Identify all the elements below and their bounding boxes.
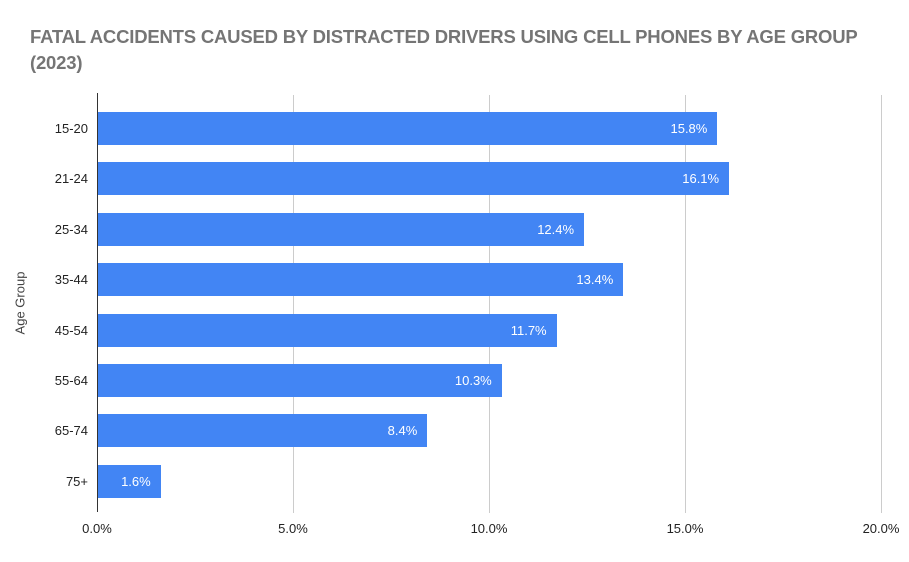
gridline xyxy=(489,95,490,513)
bar-65-74: 8.4% xyxy=(98,414,428,448)
bar-value-label: 15.8% xyxy=(670,121,708,136)
bar-21-24: 16.1% xyxy=(98,162,730,196)
bar-value-label: 16.1% xyxy=(682,171,720,187)
gridline xyxy=(685,95,686,513)
bar-value-label: 12.4% xyxy=(537,221,575,237)
bar-row: 16.1% xyxy=(98,162,730,196)
x-tick-label: 0.0% xyxy=(82,521,112,536)
x-tick-label: 10.0% xyxy=(470,521,508,536)
bar-row: 15.8% xyxy=(98,112,718,145)
bar-value-label: 13.4% xyxy=(576,272,614,288)
bar-55-64: 10.3% xyxy=(98,364,502,397)
y-category-label: 75+ xyxy=(65,473,88,489)
y-category-label: 45-54 xyxy=(54,322,88,338)
bar-row: 1.6% xyxy=(98,464,161,498)
y-category-label: 15-20 xyxy=(54,121,88,136)
bar-15-20: 15.8% xyxy=(98,112,718,145)
bar-row: 8.4% xyxy=(98,414,428,448)
x-tick-label: 15.0% xyxy=(666,521,704,536)
gridline xyxy=(293,95,294,513)
bar-value-label: 10.3% xyxy=(454,373,492,388)
y-category-label: 21-24 xyxy=(54,171,88,187)
y-category-label: 35-44 xyxy=(54,272,88,288)
y-category-label: 25-34 xyxy=(54,221,88,237)
bar-row: 12.4% xyxy=(98,212,585,246)
bar-row: 11.7% xyxy=(98,313,557,347)
bar-value-label: 11.7% xyxy=(510,322,547,338)
y-axis-line xyxy=(97,93,98,512)
bar-75+: 1.6% xyxy=(98,464,161,498)
bar-value-label: 1.6% xyxy=(121,473,151,489)
bar-35-44: 13.4% xyxy=(98,263,624,297)
y-category-label: 55-64 xyxy=(54,373,88,388)
plot-area: 0.0% 5.0% 10.0% 15.0% 20.0% 15.8% 15-20 16.1% 21… xyxy=(55,93,899,536)
gridline xyxy=(881,95,882,513)
bar-value-label: 8.4% xyxy=(387,423,418,439)
x-tick-label: 5.0% xyxy=(278,521,308,536)
bar-row: 13.4% xyxy=(98,263,624,297)
bar-row: 10.3% xyxy=(98,364,502,397)
x-tick-label: 20.0% xyxy=(862,521,900,536)
bar-45-54: 11.7% xyxy=(98,313,557,347)
bar-25-34: 12.4% xyxy=(98,212,585,246)
y-category-label: 65-74 xyxy=(54,423,88,439)
chart-title: FATAL ACCIDENTS CAUSED BY DISTRACTED DRI… xyxy=(30,26,858,73)
